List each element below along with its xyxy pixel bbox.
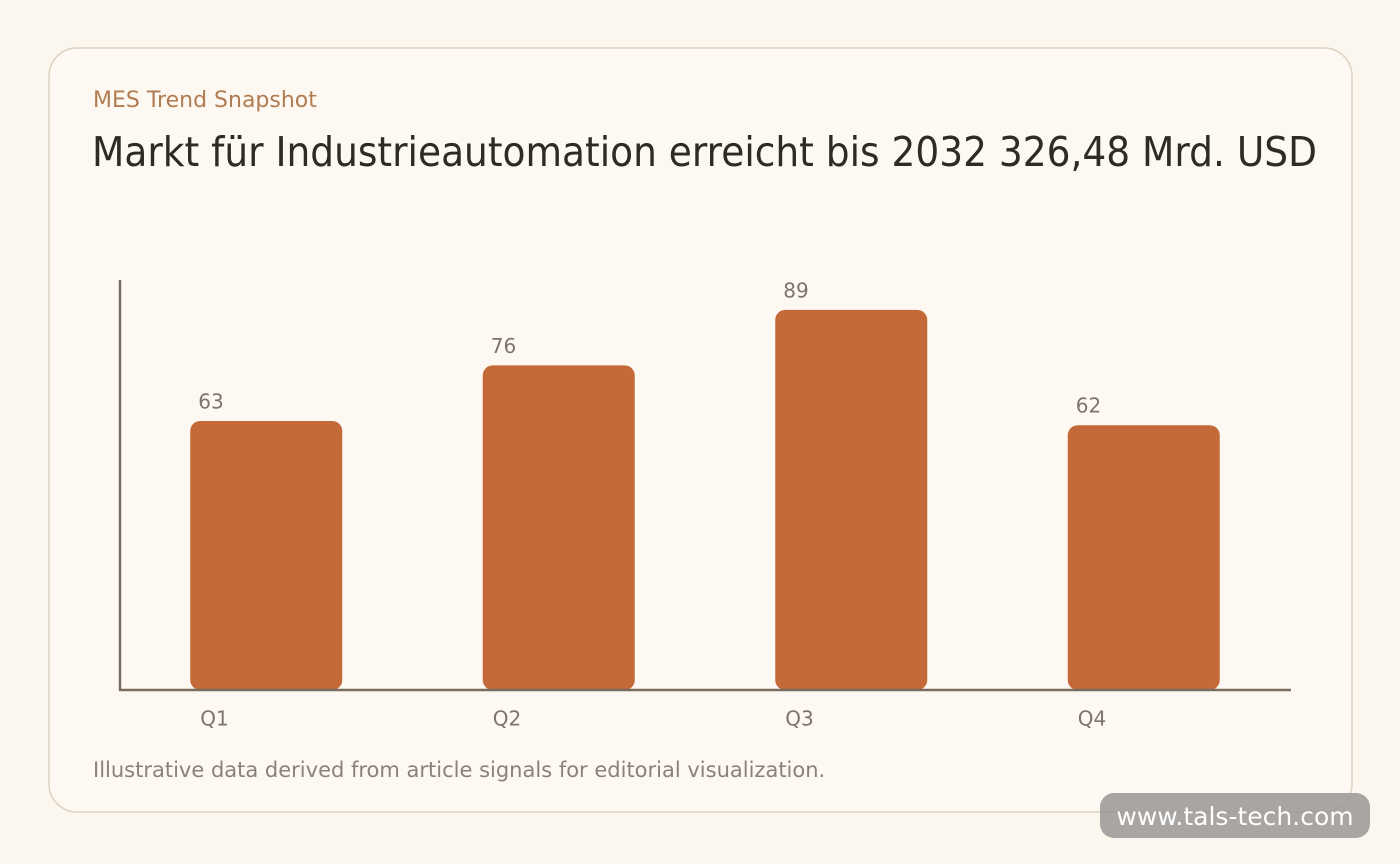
value-label: 76 <box>491 334 516 358</box>
bar <box>190 420 343 690</box>
chart-title: Markt für Industrieautomation erreicht b… <box>92 128 1317 176</box>
chart-note: Illustrative data derived from article s… <box>93 758 825 782</box>
watermark: www.tals-tech.com <box>1116 802 1353 831</box>
x-tick-label: Q3 <box>785 707 813 731</box>
card <box>48 47 1353 813</box>
watermark-box <box>1100 793 1370 838</box>
bar <box>482 365 635 690</box>
x-tick-label: Q2 <box>493 707 521 731</box>
bar <box>775 309 928 690</box>
value-label: 89 <box>783 278 808 302</box>
x-tick-label: Q1 <box>200 707 228 731</box>
value-label: 63 <box>198 389 223 413</box>
kicker: MES Trend Snapshot <box>93 88 317 113</box>
value-label: 62 <box>1076 394 1101 418</box>
x-tick-label: Q4 <box>1078 707 1106 731</box>
bar <box>1067 425 1220 690</box>
